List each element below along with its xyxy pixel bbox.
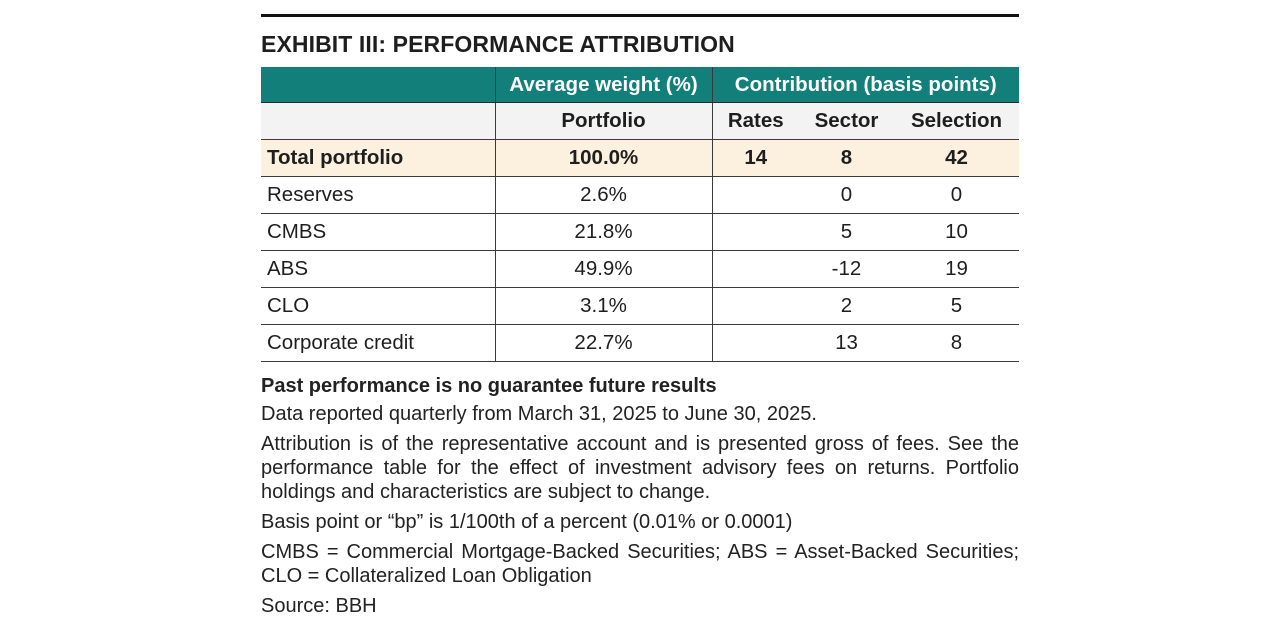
row-sector: 8 — [799, 139, 894, 177]
abbreviations-note: CMBS = Commercial Mortgage-Backed Securi… — [261, 541, 1019, 587]
header-blank-cell — [261, 67, 495, 103]
row-rates — [711, 250, 799, 288]
source-note: Source: BBH — [261, 595, 377, 617]
row-rates: 14 — [711, 139, 799, 177]
subheader-sector: Sector — [799, 102, 894, 140]
exhibit-performance-attribution: EXHIBIT III: PERFORMANCE ATTRIBUTION Ave… — [261, 14, 1020, 624]
row-weight: 21.8% — [494, 213, 712, 251]
row-sector: 0 — [799, 176, 894, 214]
row-weight: 100.0% — [494, 139, 712, 177]
subheader-selection: Selection — [894, 102, 1020, 140]
table-row: ABS 49.9% -12 19 — [261, 250, 1020, 288]
row-weight: 3.1% — [494, 287, 712, 325]
row-sector: 2 — [799, 287, 894, 325]
top-rule — [261, 14, 1019, 17]
header-contribution: Contribution (basis points) — [711, 67, 1020, 103]
row-weight: 49.9% — [494, 250, 712, 288]
row-sector: 13 — [799, 324, 894, 362]
row-label: Corporate credit — [261, 324, 495, 362]
subheader-portfolio: Portfolio — [494, 102, 712, 140]
basis-point-note: Basis point or “bp” is 1/100th of a perc… — [261, 511, 793, 533]
table-sub-header-row: Portfolio Rates Sector Selection — [261, 102, 1020, 140]
row-rates — [711, 176, 799, 214]
attribution-note: Attribution is of the representative acc… — [261, 433, 1019, 503]
table-group-header-row: Average weight (%) Contribution (basis p… — [261, 67, 1020, 103]
row-rates — [711, 324, 799, 362]
header-average-weight: Average weight (%) — [494, 67, 712, 103]
row-label: CLO — [261, 287, 495, 325]
row-selection: 0 — [894, 176, 1020, 214]
row-sector: -12 — [799, 250, 894, 288]
row-label: Total portfolio — [261, 139, 495, 177]
row-weight: 2.6% — [494, 176, 712, 214]
table-row: Corporate credit 22.7% 13 8 — [261, 324, 1020, 362]
row-selection: 5 — [894, 287, 1020, 325]
row-selection: 42 — [894, 139, 1020, 177]
row-selection: 10 — [894, 213, 1020, 251]
table-row: CMBS 21.8% 5 10 — [261, 213, 1020, 251]
row-weight: 22.7% — [494, 324, 712, 362]
subheader-rates: Rates — [711, 102, 799, 140]
row-selection: 8 — [894, 324, 1020, 362]
row-label: Reserves — [261, 176, 495, 214]
attribution-table: Average weight (%) Contribution (basis p… — [261, 67, 1020, 362]
row-label: CMBS — [261, 213, 495, 251]
table-row-total-portfolio: Total portfolio 100.0% 14 8 42 — [261, 139, 1020, 177]
row-sector: 5 — [799, 213, 894, 251]
row-label: ABS — [261, 250, 495, 288]
table-row: CLO 3.1% 2 5 — [261, 287, 1020, 325]
exhibit-title: EXHIBIT III: PERFORMANCE ATTRIBUTION — [261, 31, 735, 57]
row-selection: 19 — [894, 250, 1020, 288]
table-row: Reserves 2.6% 0 0 — [261, 176, 1020, 214]
data-period-note: Data reported quarterly from March 31, 2… — [261, 403, 817, 425]
row-rates — [711, 213, 799, 251]
subheader-blank-cell — [261, 102, 495, 140]
row-rates — [711, 287, 799, 325]
disclaimer-note: Past performance is no guarantee future … — [261, 375, 717, 397]
footnotes: Past performance is no guarantee future … — [261, 374, 1019, 618]
